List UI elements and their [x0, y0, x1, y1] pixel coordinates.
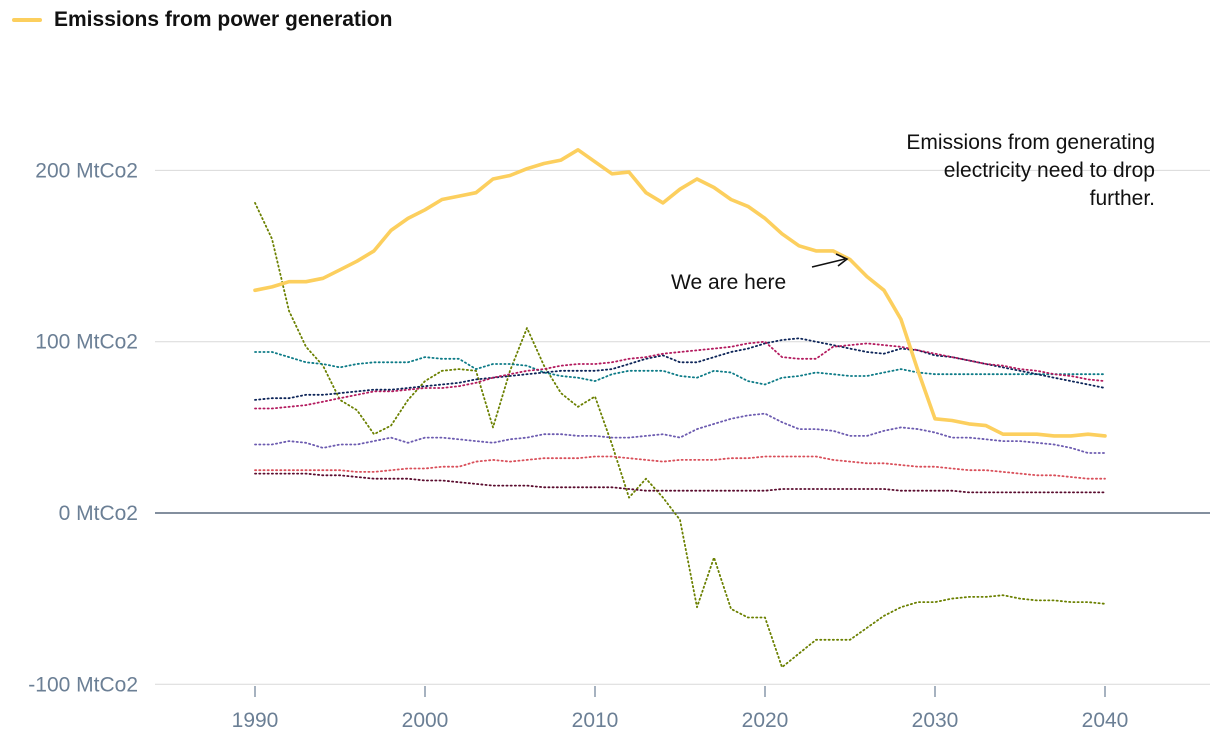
- series-line-series-8: [254, 472, 1106, 494]
- note-line-2: electricity need to drop: [944, 159, 1155, 182]
- series-line-emissions-from-power-generation: [253, 148, 1107, 438]
- we-are-here-label: We are here: [671, 271, 786, 294]
- legend-swatch: [12, 18, 42, 22]
- we-are-here-arrow: [811, 258, 846, 268]
- legend-label: Emissions from power generation: [54, 8, 393, 31]
- series-lines: [253, 148, 1107, 669]
- note-line-1: Emissions from generating: [906, 131, 1155, 154]
- note-line-3: further.: [1090, 187, 1155, 210]
- y-tick-label: 100 MtCo2: [35, 331, 138, 354]
- we-are-here-arrowhead: [835, 253, 849, 267]
- series-line-series-6: [254, 412, 1106, 454]
- y-tick-label: 200 MtCo2: [35, 159, 138, 182]
- x-tick-label: 1990: [232, 709, 279, 732]
- series-line-series-4: [254, 337, 1106, 401]
- y-tick-label: 0 MtCo2: [59, 502, 138, 525]
- legend: Emissions from power generation: [12, 8, 392, 32]
- series-line-series-3: [254, 351, 1106, 386]
- x-axis-labels: 1990 2000 2010 2020 2030 2040: [232, 686, 1129, 732]
- x-tick-label: 2010: [572, 709, 619, 732]
- x-tick-label: 2040: [1082, 709, 1129, 732]
- x-tick-label: 2020: [742, 709, 789, 732]
- y-axis-labels: -100 MtCo2 0 MtCo2 100 MtCo2 200 MtCo2: [28, 159, 138, 696]
- annotations: We are here Emissions from generating el…: [671, 131, 1155, 294]
- gridlines: [155, 169, 1210, 685]
- x-tick-label: 2030: [912, 709, 959, 732]
- series-line-series-5: [254, 340, 1106, 410]
- y-tick-label: -100 MtCo2: [28, 673, 138, 696]
- series-line-series-2: [254, 202, 1106, 669]
- x-tick-label: 2000: [402, 709, 449, 732]
- series-line-series-7: [254, 455, 1106, 480]
